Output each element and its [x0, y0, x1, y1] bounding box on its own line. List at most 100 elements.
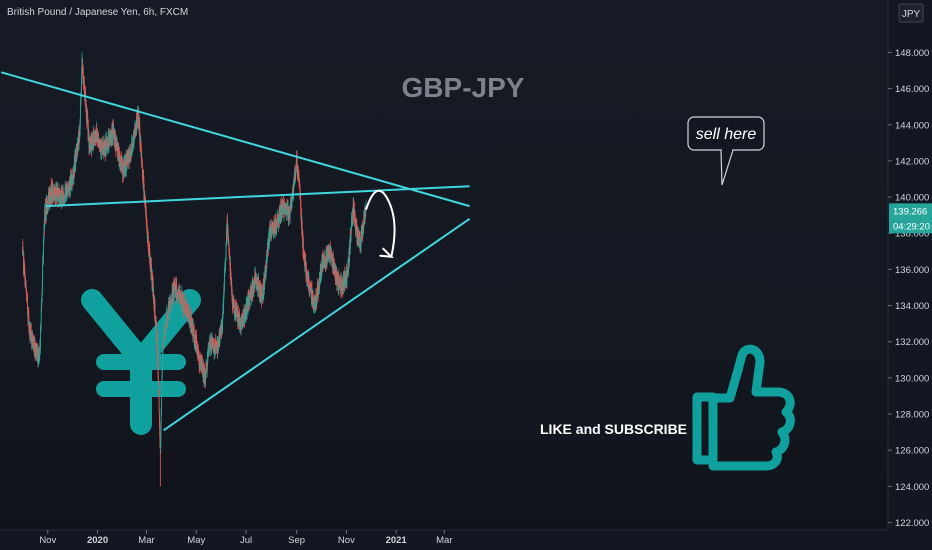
candle-body [79, 107, 81, 119]
candle-body [183, 299, 185, 308]
trendline-upper-resistance[interactable] [0, 71, 470, 208]
candle-body [118, 146, 120, 157]
candle-body [72, 174, 74, 180]
candle-body [181, 305, 183, 308]
candle-body [264, 268, 266, 282]
candle-body [299, 194, 301, 198]
candle-body [161, 363, 163, 370]
candle-body [245, 311, 247, 318]
y-tick-label: 142.000 [895, 156, 929, 167]
y-tick-label: 130.000 [895, 373, 929, 384]
candle-body [25, 284, 27, 289]
candle-body [237, 312, 239, 323]
candle-body [215, 342, 217, 346]
candle-body [154, 307, 156, 322]
candle-body [41, 299, 43, 308]
candle-body [141, 157, 143, 165]
candle-body [113, 129, 115, 139]
candle-body [42, 263, 44, 275]
candle-body [302, 242, 304, 257]
candle-body [108, 134, 110, 148]
candle-body [236, 308, 238, 318]
candle-body [161, 369, 163, 379]
candle-body [197, 347, 199, 353]
candle-body [291, 196, 292, 205]
thumb-hand [708, 344, 795, 471]
last-price-text: 139.266 [893, 206, 927, 217]
candle-body [326, 255, 328, 263]
candle-body [230, 269, 232, 281]
candle-body [276, 227, 278, 231]
sell-here-callout: sell here [687, 116, 765, 186]
trendline-horizontal-resistance[interactable] [46, 185, 470, 208]
candle-body [132, 137, 134, 145]
candle-body [138, 113, 140, 125]
candle-body [235, 306, 237, 313]
candle-body [214, 342, 216, 354]
candle-body [201, 361, 203, 369]
candle-body [203, 367, 205, 377]
candle-body [37, 350, 39, 362]
y-tick-label: 124.000 [895, 482, 929, 493]
candle-body [227, 220, 228, 227]
candle-body [160, 431, 162, 448]
candle-body [226, 222, 228, 237]
candle-body [173, 284, 175, 298]
y-tick-label: 148.000 [895, 48, 929, 59]
candle-body [184, 305, 186, 312]
candle-body [133, 136, 135, 140]
candle-body [324, 258, 326, 262]
candle-body [305, 265, 307, 271]
chart-header: British Pound / Japanese Yen, 6h, FXCM [7, 7, 189, 18]
candle-body [40, 307, 42, 320]
y-tick-label: 140.000 [895, 193, 929, 204]
chart-title: GBP-JPY [402, 72, 525, 103]
candle-body [207, 349, 209, 355]
y-tick-label: 122.000 [895, 518, 929, 529]
candle-body [42, 274, 43, 285]
candle-body [294, 175, 296, 183]
candle-body [184, 302, 186, 306]
like-subscribe-text: LIKE and SUBSCRIBE [540, 421, 687, 437]
candle-body [39, 329, 41, 348]
thumb-cuff [692, 392, 718, 465]
candle-body [27, 299, 29, 310]
candle-body [260, 288, 262, 300]
candle-body [222, 308, 224, 312]
candle-body [276, 219, 278, 228]
candle-body [233, 299, 235, 306]
candle-body [139, 124, 141, 142]
yen-icon [81, 289, 201, 435]
candle-body [327, 251, 329, 259]
candle-body [162, 340, 164, 346]
candle-body [212, 339, 214, 349]
candle-body [310, 286, 312, 289]
candle-body [77, 143, 79, 150]
candle-body [43, 241, 44, 259]
candle-body [243, 309, 245, 319]
projection-arrow [365, 189, 396, 257]
price-scale[interactable] [888, 0, 932, 550]
currency-box[interactable] [898, 3, 924, 23]
y-tick-label: 132.000 [895, 337, 929, 348]
candle-body [189, 315, 191, 328]
candle-body [72, 174, 74, 179]
countdown-text: 04:29:20 [893, 221, 930, 232]
candle-body [160, 412, 162, 424]
candle-body [121, 161, 123, 167]
candle-body [23, 258, 25, 274]
x-tick-label: Sep [288, 535, 305, 546]
time-scale[interactable] [0, 530, 888, 550]
candle-body [157, 361, 159, 378]
trendline-rising-support[interactable] [163, 217, 471, 432]
callout-pointer [720, 149, 734, 186]
candle-body [180, 295, 182, 302]
candle-body [158, 399, 160, 412]
x-tick-label: Mar [138, 535, 154, 546]
candle-body [80, 83, 82, 94]
candle-body [96, 129, 98, 137]
candle-body [157, 377, 159, 381]
y-tick-label: 134.000 [895, 301, 929, 312]
